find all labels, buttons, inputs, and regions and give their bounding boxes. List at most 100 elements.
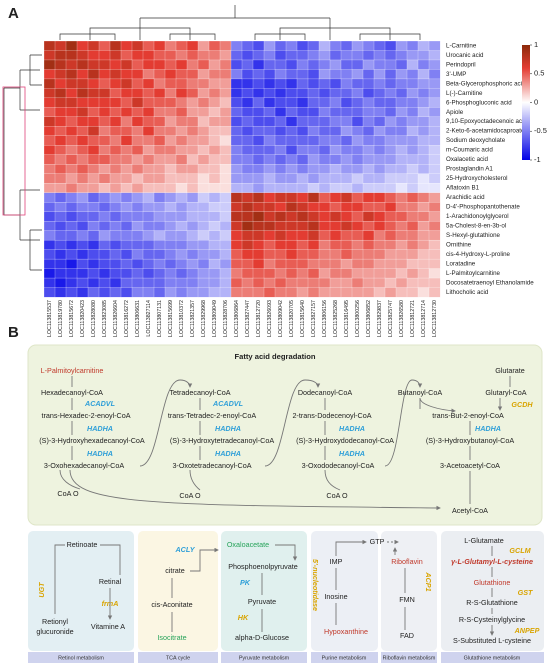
row-label: D-4'-Phosphopantothenate	[446, 204, 520, 211]
heat-cell	[329, 249, 342, 260]
col-label: LOC113820423	[80, 300, 86, 337]
heat-cell	[351, 126, 364, 137]
col-label: LOC113815537	[47, 300, 53, 337]
heat-cell	[197, 211, 210, 222]
heat-cell	[263, 202, 276, 212]
heat-cell	[76, 258, 89, 269]
heat-cell	[87, 230, 100, 241]
heat-cell	[351, 192, 364, 203]
heat-cell	[109, 277, 122, 288]
heat-cell	[153, 126, 166, 137]
heat-cell	[252, 211, 265, 222]
col-label: LOC113826604	[113, 300, 119, 337]
heat-cell	[274, 164, 287, 175]
heat-cell	[142, 277, 155, 288]
heat-cell	[395, 116, 408, 127]
heat-cell	[175, 173, 188, 184]
heat-cell	[351, 59, 364, 70]
heat-cell	[65, 230, 78, 241]
purine-pathway: GTP IMP 5'-nucleotidase Inosine Hypoxant…	[311, 537, 399, 636]
heat-cell	[87, 173, 100, 184]
colorbar-label: -0.5	[534, 126, 547, 135]
heat-cell	[131, 183, 144, 194]
enzyme: HADHA	[339, 424, 365, 433]
heat-cell	[109, 88, 122, 99]
heat-cell	[87, 183, 100, 194]
heat-cell	[406, 107, 419, 118]
metabolite: Acetyl-CoA	[452, 506, 488, 515]
heat-cell	[65, 164, 78, 175]
heat-cell	[175, 154, 188, 165]
box-title: Purine metabolism	[322, 655, 367, 661]
heat-cell	[219, 135, 232, 146]
metabolite: 3-Acetoacetyl-CoA	[440, 461, 500, 470]
heat-cell	[263, 69, 276, 80]
heat-cell	[153, 40, 166, 51]
heat-cell	[406, 154, 419, 165]
heat-cell	[318, 268, 331, 279]
pyruvate-pathway: Oxaloacetate Phosphoenolpyruvate PK Pyru…	[227, 540, 298, 642]
heat-cell	[362, 69, 375, 80]
heat-cell	[340, 183, 353, 194]
heat-cell	[186, 239, 199, 250]
heat-cell	[153, 88, 166, 99]
heat-cell	[417, 164, 430, 175]
box-title: TCA cycle	[166, 655, 190, 661]
heat-cell	[219, 183, 232, 194]
heat-cell	[285, 230, 298, 241]
heat-cell	[65, 192, 78, 203]
heat-cell	[87, 202, 100, 212]
metabolite: 2-trans-Dodecenoyl-CoA	[292, 411, 371, 420]
heat-cell	[131, 230, 144, 241]
heat-cell	[219, 116, 232, 127]
heat-cell	[384, 192, 397, 203]
heat-cell	[428, 107, 441, 118]
colorbar-label: 0.5	[534, 69, 544, 78]
heat-cell	[175, 211, 188, 222]
panel-label: B	[8, 324, 19, 341]
heat-cell	[417, 239, 430, 250]
metabolite: alpha-D-Glucose	[235, 633, 289, 642]
heat-cell	[120, 40, 133, 51]
heat-cell	[142, 135, 155, 146]
col-label: LOC113820705	[289, 300, 295, 337]
heat-cell	[285, 239, 298, 250]
heat-cell	[296, 183, 309, 194]
heat-cell	[307, 154, 320, 165]
heat-cell	[120, 59, 133, 70]
heat-cell	[241, 69, 254, 80]
heat-cell	[219, 50, 232, 61]
heat-cell	[43, 88, 56, 99]
heat-cell	[428, 221, 441, 231]
heat-cell	[208, 239, 221, 250]
heat-cell	[142, 173, 155, 184]
heat-cell	[186, 192, 199, 203]
heat-cell	[362, 211, 375, 222]
enzyme: HADHA	[215, 424, 241, 433]
metabolite: L-Glutamate	[464, 536, 504, 545]
metabolite: trans-But-2-enoyl-CoA	[432, 411, 504, 420]
heat-cell	[164, 154, 177, 165]
heat-cell	[428, 126, 441, 137]
heat-cell	[351, 211, 364, 222]
heat-cell	[208, 135, 221, 146]
heat-cell	[307, 239, 320, 250]
heat-cell	[329, 258, 342, 269]
heat-cell	[109, 164, 122, 175]
heat-cell	[120, 287, 133, 298]
heat-cell	[406, 164, 419, 175]
heat-cell	[318, 277, 331, 288]
heat-cell	[296, 239, 309, 250]
heat-cell	[142, 78, 155, 89]
heat-cell	[263, 78, 276, 89]
heat-cell	[54, 230, 67, 241]
heat-cell	[164, 164, 177, 175]
heat-cell	[340, 107, 353, 118]
heat-cell	[417, 268, 430, 279]
heat-cell	[87, 268, 100, 279]
heat-cell	[395, 230, 408, 241]
heat-cell	[307, 249, 320, 260]
heat-cell	[395, 202, 408, 212]
heat-cell	[417, 277, 430, 288]
row-label: L(-)-Carnitine	[446, 90, 483, 97]
